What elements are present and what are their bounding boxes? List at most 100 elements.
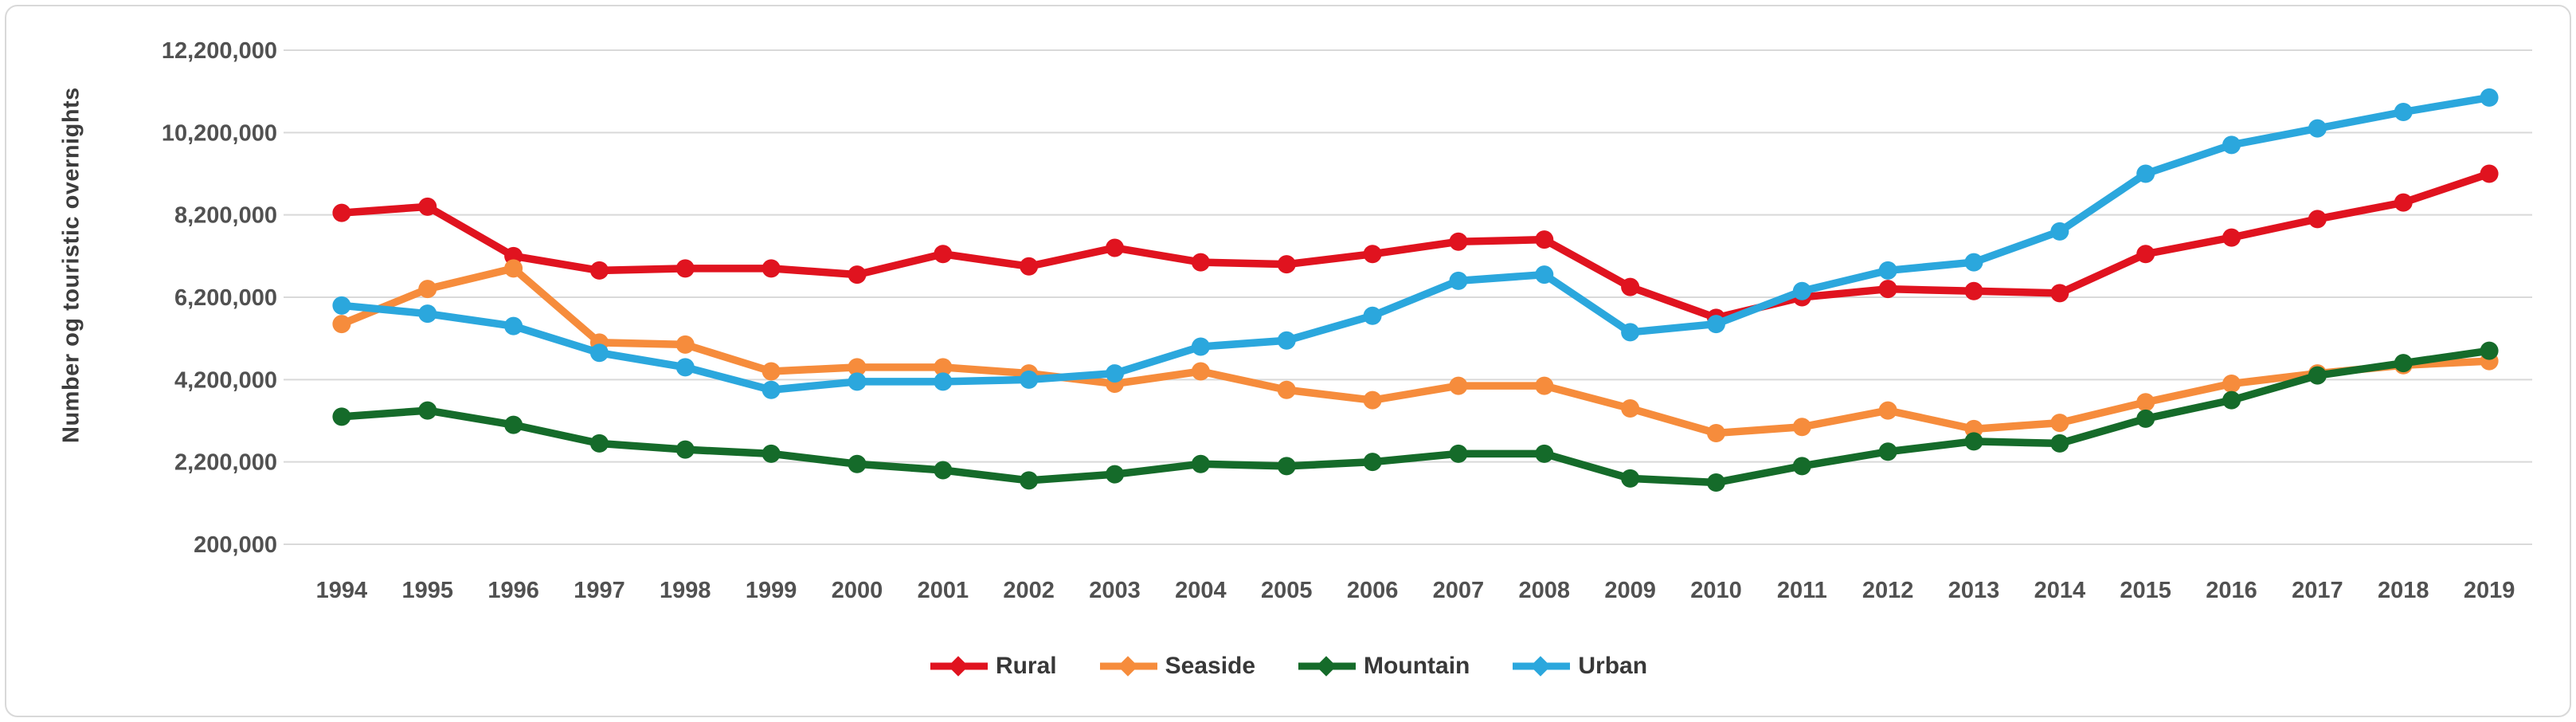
x-axis-label: 2017 [2292, 578, 2343, 603]
data-point-urban-1996 [504, 316, 523, 335]
x-axis-label: 2000 [832, 578, 883, 603]
data-point-urban-1998 [675, 358, 695, 377]
data-point-mountain-2018 [2394, 354, 2413, 373]
x-axis-label: 2004 [1175, 578, 1227, 603]
x-axis-label: 2002 [1003, 578, 1055, 603]
y-axis-tick-label: 2,200,000 [174, 450, 277, 476]
data-point-mountain-2017 [2308, 366, 2327, 385]
legend-marker-icon [1298, 656, 1357, 677]
data-point-rural-2006 [1363, 245, 1382, 264]
data-point-urban-2014 [2050, 222, 2069, 241]
data-point-mountain-1998 [675, 440, 695, 459]
data-point-mountain-2010 [1706, 473, 1725, 492]
y-axis-tick-label: 4,200,000 [174, 367, 277, 393]
data-point-rural-2018 [2394, 193, 2413, 212]
data-point-rural-2003 [1106, 238, 1125, 257]
x-axis-label: 2001 [918, 578, 969, 603]
data-point-mountain-2005 [1277, 457, 1296, 476]
data-point-seaside-2001 [934, 358, 953, 377]
data-point-mountain-2014 [2050, 434, 2069, 453]
data-point-urban-2016 [2222, 135, 2241, 155]
legend-label: Mountain [1364, 653, 1470, 679]
legend-item-mountain: Mountain [1297, 653, 1470, 680]
data-point-urban-2003 [1106, 364, 1125, 383]
data-point-mountain-2011 [1792, 457, 1811, 476]
data-point-mountain-2012 [1878, 442, 1897, 461]
data-point-mountain-1999 [761, 444, 781, 463]
data-point-seaside-2014 [2050, 414, 2069, 433]
data-point-seaside-2012 [1878, 401, 1897, 420]
series-line-rural [338, 170, 2493, 322]
data-point-mountain-2007 [1449, 444, 1468, 463]
legend-marker-icon [930, 656, 988, 677]
data-point-urban-2000 [848, 372, 867, 391]
legend-label: Urban [1578, 653, 1648, 679]
data-point-rural-1997 [589, 261, 609, 280]
data-point-rural-2019 [2480, 164, 2499, 183]
legend-marker-icon [1513, 656, 1571, 677]
data-point-mountain-1994 [332, 407, 351, 426]
data-point-urban-1994 [332, 296, 351, 315]
data-point-rural-2015 [2136, 245, 2155, 264]
data-point-seaside-2007 [1449, 376, 1468, 395]
data-point-rural-2014 [2050, 284, 2069, 303]
data-point-seaside-2015 [2136, 393, 2155, 412]
x-axis-label: 1998 [660, 578, 711, 603]
data-point-mountain-2004 [1191, 454, 1210, 473]
data-point-urban-2004 [1191, 337, 1210, 356]
data-point-rural-2009 [1621, 277, 1640, 296]
chart-card [5, 5, 2571, 717]
x-axis-label: 2012 [1862, 578, 1914, 603]
data-point-rural-1998 [675, 259, 695, 278]
y-axis-tick-label: 12,200,000 [162, 38, 277, 64]
data-point-urban-1995 [418, 304, 437, 324]
data-point-rural-2005 [1277, 255, 1296, 274]
data-point-seaside-1994 [332, 315, 351, 334]
data-point-mountain-2001 [934, 461, 953, 480]
series-line-urban [338, 93, 2493, 394]
data-point-rural-2016 [2222, 228, 2241, 247]
data-point-urban-2017 [2308, 119, 2327, 138]
data-point-mountain-1995 [418, 401, 437, 420]
x-axis-label: 2014 [2034, 578, 2086, 603]
data-point-rural-2001 [934, 245, 953, 264]
data-point-seaside-2010 [1706, 424, 1725, 442]
data-point-rural-1999 [761, 259, 781, 278]
x-axis-label: 2018 [2378, 578, 2429, 603]
data-point-rural-2017 [2308, 210, 2327, 229]
x-axis-label: 2003 [1089, 578, 1141, 603]
data-point-urban-2001 [934, 372, 953, 391]
x-axis-label: 2013 [1948, 578, 2000, 603]
data-point-mountain-1997 [589, 434, 609, 453]
data-point-seaside-2016 [2222, 375, 2241, 393]
data-point-mountain-2015 [2136, 409, 2155, 428]
data-point-urban-1999 [761, 380, 781, 399]
data-point-rural-2008 [1535, 230, 1554, 249]
data-point-mountain-1996 [504, 415, 523, 434]
series-line-seaside [338, 265, 2493, 438]
data-point-urban-2005 [1277, 331, 1296, 350]
data-point-seaside-2000 [848, 358, 867, 377]
x-axis-label: 1997 [574, 578, 625, 603]
legend-item-seaside: Seaside [1098, 653, 1255, 680]
x-axis-label: 1995 [402, 578, 454, 603]
data-point-seaside-2009 [1621, 399, 1640, 418]
data-point-urban-2013 [1964, 253, 1983, 272]
x-axis-label: 2009 [1604, 578, 1656, 603]
legend-marker-icon [1099, 656, 1157, 677]
data-point-urban-2002 [1020, 370, 1039, 389]
data-point-urban-2010 [1706, 315, 1725, 334]
data-point-rural-2012 [1878, 280, 1897, 299]
data-point-mountain-2019 [2480, 341, 2499, 360]
x-axis-label: 1996 [487, 578, 539, 603]
data-point-seaside-2005 [1277, 380, 1296, 399]
x-axis-label: 2005 [1261, 578, 1313, 603]
legend-item-urban: Urban [1511, 653, 1647, 680]
data-point-seaside-2008 [1535, 376, 1554, 395]
data-point-mountain-2006 [1363, 453, 1382, 472]
x-axis-label: 2019 [2464, 578, 2515, 603]
data-point-urban-2009 [1621, 323, 1640, 342]
data-point-mountain-2013 [1964, 432, 1983, 451]
